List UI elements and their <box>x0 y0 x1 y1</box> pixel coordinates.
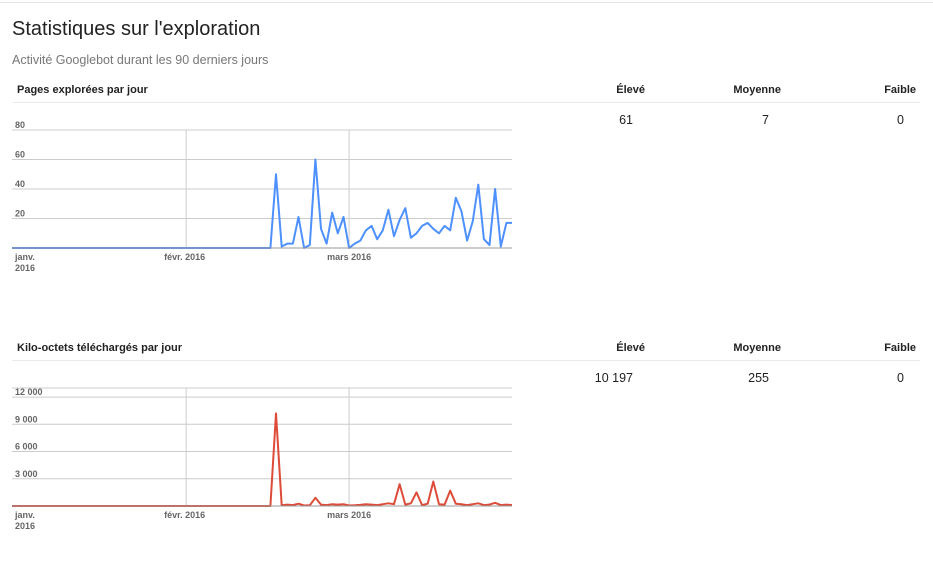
x-tick-label: 2016 <box>15 263 35 273</box>
page-title: Statistiques sur l'exploration <box>12 18 261 40</box>
y-tick-label: 6 000 <box>15 442 38 452</box>
stat-high-value: 61 <box>619 113 633 127</box>
x-tick-label: févr. 2016 <box>164 252 205 262</box>
x-tick-label: 2016 <box>15 521 35 531</box>
section-header: Pages explorées par jour Élevé Moyenne F… <box>12 80 920 103</box>
stat-average-value: 255 <box>748 371 769 385</box>
y-tick-label: 80 <box>15 120 25 130</box>
section-label: Pages explorées par jour <box>17 84 148 96</box>
y-tick-label: 60 <box>15 150 25 160</box>
y-tick-label: 40 <box>15 179 25 189</box>
x-tick-label: mars 2016 <box>327 510 371 520</box>
series-line <box>12 158 512 249</box>
page-subtitle: Activité Googlebot durant les 90 dernier… <box>12 53 269 67</box>
pages-crawled-chart[interactable]: 20 40 60 80 janv.2016 févr. 2016 mars 2016 <box>12 120 514 273</box>
y-tick-label: 3 000 <box>15 469 38 479</box>
y-tick-label: 9 000 <box>15 414 38 424</box>
series-line <box>12 412 513 507</box>
y-tick-label: 20 <box>15 209 25 219</box>
col-header-high: Élevé <box>616 342 645 354</box>
x-tick-label: janv. <box>14 252 35 262</box>
x-tick-label: févr. 2016 <box>164 510 205 520</box>
section-label: Kilo-octets téléchargés par jour <box>17 342 183 354</box>
stat-low-value: 0 <box>897 371 904 385</box>
stat-high-value: 10 197 <box>594 371 633 385</box>
section-header: Kilo-octets téléchargés par jour Élevé M… <box>12 338 920 361</box>
col-header-high: Élevé <box>616 84 645 96</box>
stat-low-value: 0 <box>897 113 904 127</box>
col-header-average: Moyenne <box>733 342 781 354</box>
col-header-low: Faible <box>884 84 916 96</box>
stat-average-value: 7 <box>762 113 769 127</box>
pages-crawled-section: Pages explorées par jour Élevé Moyenne F… <box>0 80 933 320</box>
kilobytes-downloaded-section: Kilo-octets téléchargés par jour Élevé M… <box>0 338 933 578</box>
y-tick-label: 12 000 <box>15 387 43 397</box>
col-header-average: Moyenne <box>733 84 781 96</box>
x-tick-label: janv. <box>14 510 35 520</box>
top-divider <box>0 2 933 3</box>
kilobytes-downloaded-chart[interactable]: 3 000 6 000 9 000 12 000 janv.2016 févr. 2016… <box>12 380 514 531</box>
col-header-low: Faible <box>884 342 916 354</box>
x-tick-label: mars 2016 <box>327 252 371 262</box>
